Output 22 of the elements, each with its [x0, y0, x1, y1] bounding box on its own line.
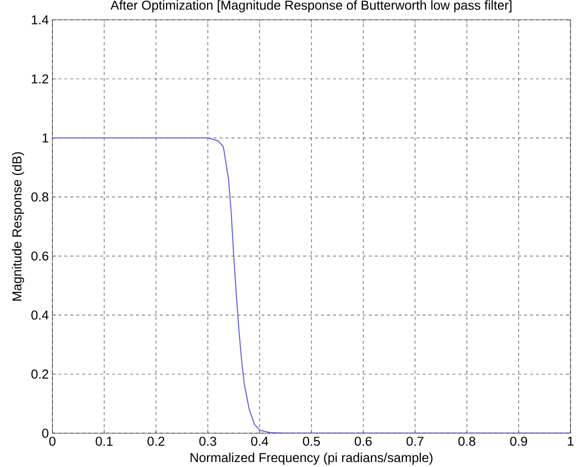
x-tick-label: 0.1 — [96, 436, 113, 446]
x-tick-label: 0.9 — [510, 436, 528, 446]
y-tick-label: 0.4 — [31, 310, 48, 320]
y-tick-label: 0.8 — [31, 192, 48, 202]
x-tick-label: 0.6 — [354, 436, 372, 446]
y-axis-title: Magnitude Response (dB) — [12, 152, 24, 301]
chart-title: After Optimization [Magnitude Response of Butterworth low pass filter] — [110, 0, 512, 12]
y-tick-label: 0 — [42, 428, 48, 438]
y-tick-label: 1.4 — [32, 15, 48, 24]
x-tick-label: 0.3 — [199, 436, 216, 446]
y-tick-label: 1.2 — [32, 74, 48, 84]
x-axis-title: Normalized Frequency (pi radians/sample) — [190, 452, 432, 465]
x-tick-label: 0 — [49, 436, 56, 446]
x-tick-label: 0.2 — [148, 436, 164, 446]
x-tick-label: 0.4 — [251, 436, 268, 446]
y-tick-label: 0.6 — [31, 251, 48, 261]
y-tick-label: 0.2 — [31, 369, 48, 379]
x-tick-label: 0.8 — [458, 436, 476, 446]
x-tick-label: 0.7 — [406, 436, 424, 446]
y-tick-label: 1 — [42, 133, 48, 142]
x-tick-label: 1 — [568, 436, 574, 446]
x-tick-label: 0.5 — [302, 436, 320, 446]
